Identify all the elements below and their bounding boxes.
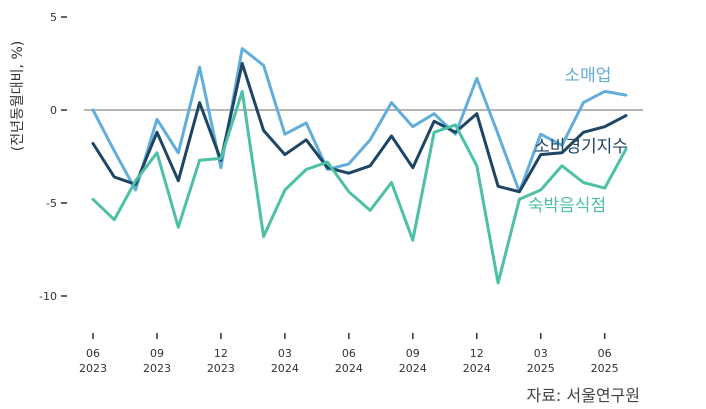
- series-lines: [91, 47, 628, 285]
- x-tick-month: 09: [406, 347, 420, 360]
- series-line-3: [91, 89, 628, 285]
- x-axis: 06 2023 09 2023 12 2023 03 2024 06 2024 09 2024 12 20…: [79, 333, 619, 375]
- series-label-3: 숙박음식점: [528, 196, 606, 216]
- y-tick-label: 0: [50, 104, 57, 117]
- x-tick-month: 12: [214, 347, 228, 360]
- x-tick-year: 2023: [143, 362, 171, 375]
- series-line-2: [91, 62, 628, 194]
- x-tick-year: 2023: [79, 362, 107, 375]
- x-tick-month: 06: [86, 347, 100, 360]
- x-tick-year: 2023: [207, 362, 235, 375]
- x-tick-year: 2025: [591, 362, 619, 375]
- y-tick-label: -10: [39, 290, 57, 303]
- series-line-1: [91, 47, 628, 194]
- x-tick-month: 06: [342, 347, 356, 360]
- x-tick-year: 2024: [335, 362, 363, 375]
- series-label-1: 소매업: [565, 66, 612, 86]
- y-tick-label: -5: [46, 197, 57, 210]
- x-tick-month: 03: [278, 347, 292, 360]
- series-label-2: 소비경기지수: [534, 137, 628, 157]
- source-note: 자료: 서울연구원: [526, 386, 640, 405]
- y-axis: 5 0 -5 -10: [39, 11, 67, 303]
- x-tick-month: 03: [534, 347, 548, 360]
- x-tick-month: 09: [150, 347, 164, 360]
- x-tick-year: 2025: [527, 362, 555, 375]
- x-tick-year: 2024: [271, 362, 299, 375]
- y-tick-label: 5: [50, 11, 57, 24]
- x-tick-year: 2024: [463, 362, 491, 375]
- x-tick-month: 06: [598, 347, 612, 360]
- x-tick-year: 2024: [399, 362, 427, 375]
- x-tick-month: 12: [470, 347, 484, 360]
- y-axis-label: (전년동월대비, %): [10, 41, 26, 151]
